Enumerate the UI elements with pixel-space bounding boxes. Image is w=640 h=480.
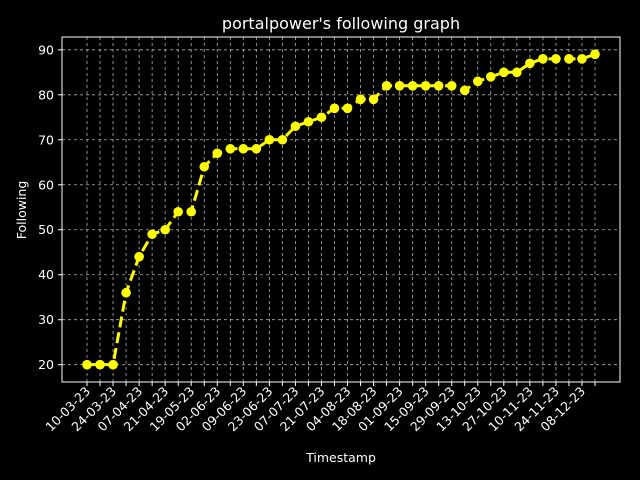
y-tick-label: 40	[38, 267, 54, 282]
data-point	[186, 206, 197, 217]
series-markers	[82, 49, 600, 370]
y-tick-label: 30	[38, 312, 54, 327]
data-point	[264, 134, 275, 145]
data-point	[121, 287, 131, 298]
y-axis-label: Following	[14, 181, 29, 240]
data-point	[212, 148, 223, 159]
data-point	[485, 72, 496, 82]
y-tick-label: 90	[38, 42, 54, 57]
data-point	[368, 94, 379, 105]
data-point	[525, 58, 535, 69]
data-point	[95, 359, 105, 370]
data-point	[590, 49, 600, 60]
data-point	[355, 94, 366, 105]
data-point	[82, 359, 92, 370]
data-point	[459, 85, 470, 96]
plot-area	[61, 36, 621, 383]
data-point	[199, 161, 210, 172]
x-axis-label: Timestamp	[305, 450, 376, 465]
chart-title: portalpower's following graph	[222, 14, 460, 33]
data-point	[394, 81, 405, 91]
data-point	[551, 54, 561, 64]
data-point	[499, 67, 509, 78]
data-point	[238, 143, 249, 154]
data-point	[512, 67, 522, 78]
series-line	[87, 52, 596, 367]
data-point	[538, 54, 548, 64]
data-point	[173, 206, 183, 217]
data-point	[160, 224, 170, 235]
data-point	[108, 359, 118, 370]
data-point	[329, 103, 340, 114]
data-point	[303, 116, 314, 127]
data-point	[472, 76, 483, 87]
data-point	[446, 81, 457, 91]
grid	[62, 37, 620, 382]
data-point	[577, 54, 587, 64]
y-tick-label: 50	[38, 222, 54, 237]
y-tick-label: 80	[38, 87, 54, 102]
data-point	[277, 134, 288, 145]
data-point	[407, 81, 418, 91]
data-point	[420, 81, 431, 91]
data-point	[225, 143, 236, 154]
data-point	[134, 251, 144, 262]
data-point	[342, 103, 353, 114]
data-point	[251, 143, 262, 154]
data-point	[316, 112, 327, 123]
y-tick-label: 70	[38, 132, 54, 147]
data-point	[290, 121, 301, 132]
y-tick-label: 20	[38, 357, 54, 372]
y-axis: 20 30 40 50 60 70 80 90	[38, 42, 62, 372]
data-point	[147, 229, 157, 240]
x-axis: 10-03-2324-03-2307-04-2321-04-2319-05-23…	[42, 382, 596, 434]
y-tick-label: 60	[38, 177, 54, 192]
data-point	[381, 81, 392, 91]
data-point	[433, 81, 444, 91]
data-point	[564, 54, 574, 64]
